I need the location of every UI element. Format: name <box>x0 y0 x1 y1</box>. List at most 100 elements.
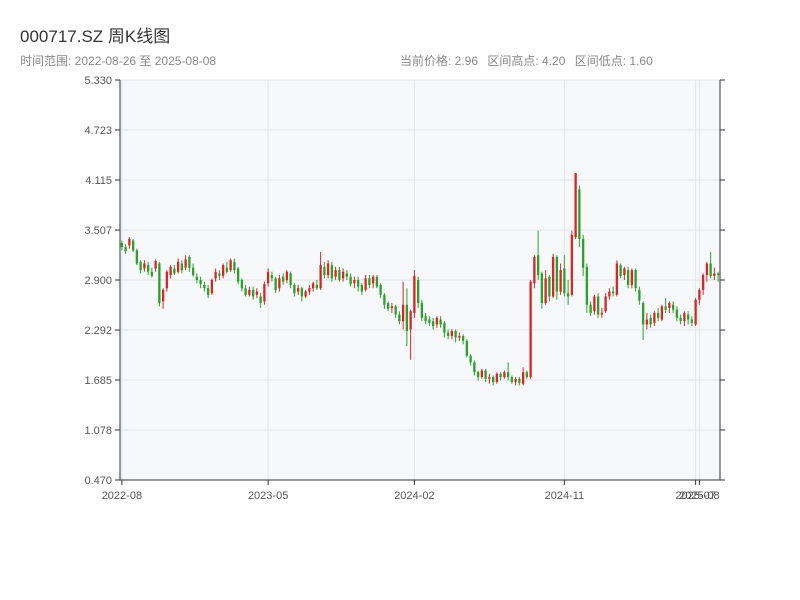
candle-body <box>488 377 491 379</box>
candle-body <box>581 238 585 268</box>
candle-body <box>356 280 360 287</box>
candle <box>225 261 229 274</box>
candle-body <box>214 271 217 279</box>
candle-body <box>386 303 390 309</box>
candle-body <box>398 314 401 322</box>
candle-body <box>341 271 345 279</box>
candle <box>465 339 469 358</box>
candle <box>499 372 502 381</box>
candle-body <box>465 340 469 356</box>
candle <box>386 301 390 312</box>
candle-body <box>259 296 262 304</box>
candle <box>128 237 131 249</box>
candle <box>180 260 184 274</box>
candle-body <box>548 276 551 297</box>
x-tick-label: 2024-11 <box>545 490 585 502</box>
candle-body <box>701 275 705 290</box>
candle-body <box>311 283 315 289</box>
y-tick-label: 1.685 <box>84 375 112 387</box>
candle-body <box>574 173 577 238</box>
candle <box>416 276 420 308</box>
candle-body <box>664 306 667 310</box>
candle <box>255 288 259 299</box>
candle-body <box>368 278 371 285</box>
chart-title: 000717.SZ 周K线图 <box>20 27 171 46</box>
candle-body <box>698 289 701 300</box>
candle-body <box>555 256 559 292</box>
candle <box>233 258 236 274</box>
candle-body <box>600 312 604 315</box>
candle <box>131 238 135 253</box>
candle-body <box>323 266 326 276</box>
x-tick-label: 2023-05 <box>248 490 288 502</box>
candle <box>371 275 375 289</box>
candle-body <box>660 306 664 320</box>
candle <box>480 368 484 379</box>
candle-body <box>248 289 251 295</box>
candle <box>368 275 371 289</box>
candle <box>390 303 394 313</box>
candle-body <box>645 319 649 325</box>
candle-body <box>319 265 322 289</box>
candle <box>461 334 465 345</box>
candle <box>259 293 262 308</box>
candle-body <box>409 311 412 330</box>
candle-body <box>375 276 379 287</box>
candle-body <box>244 288 247 295</box>
candle <box>124 243 127 254</box>
candle <box>555 255 559 300</box>
candle <box>349 273 352 287</box>
candle-body <box>210 280 214 294</box>
candle-body <box>461 335 465 341</box>
candle-body <box>623 268 626 276</box>
candle-body <box>630 270 634 285</box>
candle <box>143 260 146 272</box>
candle-body <box>315 284 319 289</box>
candle <box>593 294 596 315</box>
candle <box>158 261 161 307</box>
candle-body <box>251 289 255 297</box>
x-tick-label: 2024-02 <box>394 490 434 502</box>
candle <box>356 276 360 292</box>
candle-body <box>165 271 169 289</box>
candle <box>634 268 637 292</box>
candle <box>454 329 457 343</box>
y-tick-label: 3.507 <box>84 225 112 237</box>
candle <box>649 314 652 328</box>
candle <box>705 261 709 282</box>
candle <box>450 329 454 340</box>
candle <box>458 332 461 341</box>
candle-body <box>383 294 386 305</box>
candle <box>315 280 319 290</box>
candle-body <box>413 275 416 313</box>
candle <box>394 304 397 318</box>
candle <box>285 270 289 284</box>
candle-body <box>218 273 221 276</box>
candle <box>690 316 694 327</box>
x-tick-label: 2022-08 <box>102 490 142 502</box>
candle <box>578 185 581 248</box>
candle <box>536 230 540 280</box>
candle-body <box>349 276 352 285</box>
candle <box>581 234 585 276</box>
candle-body <box>668 303 671 308</box>
y-tick-label: 4.723 <box>84 125 112 137</box>
candle-body <box>330 265 334 279</box>
candle <box>559 263 562 295</box>
candle-body <box>221 265 225 276</box>
candle <box>236 266 240 285</box>
candle <box>469 354 472 366</box>
candle <box>341 268 345 282</box>
candle-body <box>626 270 630 285</box>
candle-body <box>334 270 337 277</box>
candle <box>281 273 285 285</box>
candle <box>675 306 679 322</box>
candle-body <box>184 259 187 268</box>
candle-body <box>615 263 619 295</box>
candle-body <box>514 378 517 383</box>
candle <box>514 377 517 386</box>
candle-body <box>619 265 622 276</box>
y-tick-label: 2.900 <box>84 275 112 287</box>
candle <box>521 367 525 386</box>
candle <box>176 258 180 274</box>
